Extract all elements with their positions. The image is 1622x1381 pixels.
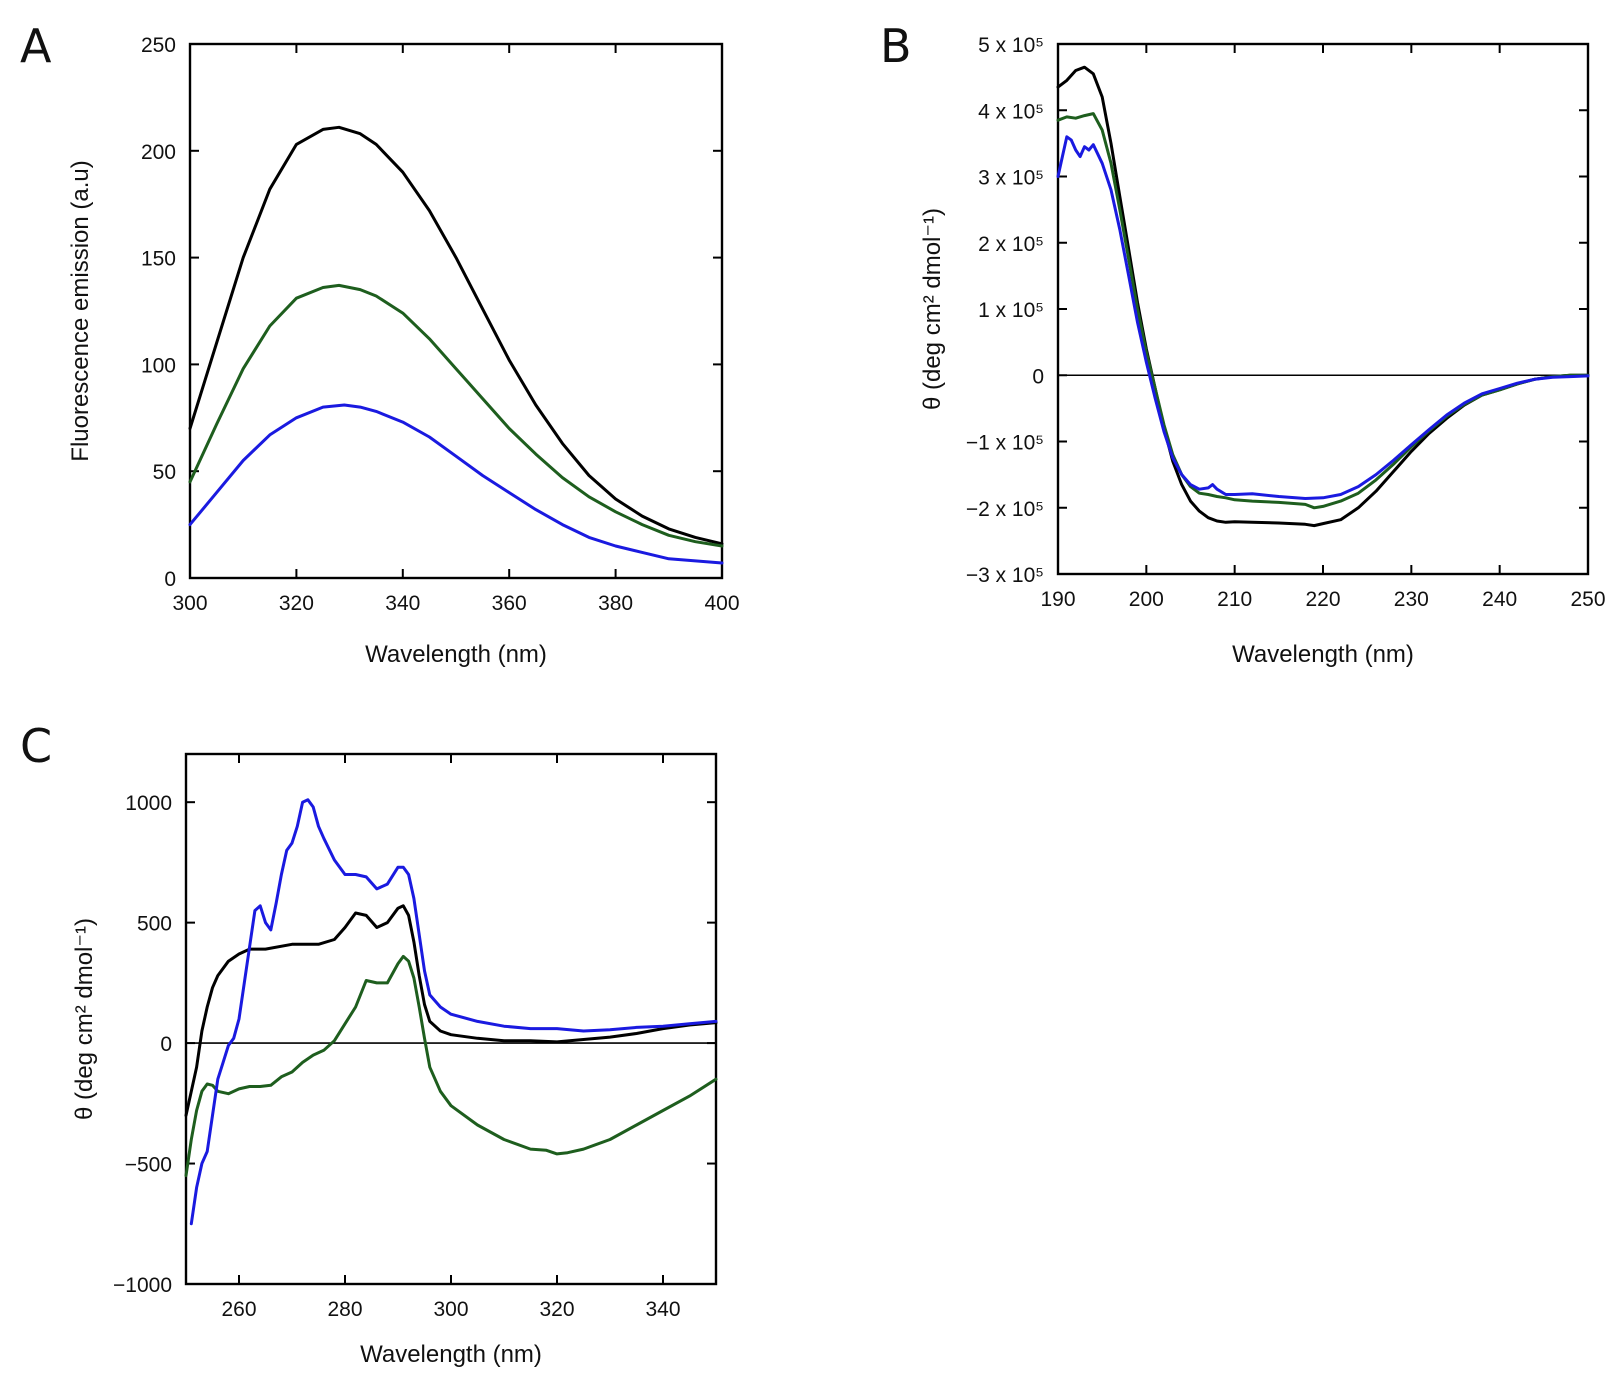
x-tick-label: 260: [221, 1298, 256, 1321]
x-tick-label: 300: [433, 1298, 468, 1321]
x-tick-label: 220: [1305, 588, 1340, 611]
series-line-blue: [1056, 135, 1590, 500]
x-axis-label: Wavelength (nm): [365, 641, 547, 668]
x-tick-label: 340: [645, 1298, 680, 1321]
series-line-black: [184, 904, 718, 1117]
y-axis-label: θ (deg cm² dmol⁻¹): [71, 918, 98, 1120]
series-line-black: [1056, 65, 1590, 528]
x-tick-label: 340: [385, 592, 420, 615]
panel-b: B 190 200 210 220 230 240 250 −3 x 10⁵ −2 x 10⁵ −…: [880, 19, 1606, 668]
y-tick-label: −500: [125, 1154, 172, 1177]
y-tick-label: 4 x 10⁵: [978, 100, 1044, 123]
series-line-green: [184, 954, 718, 1178]
series-line-green: [188, 283, 724, 548]
plot-frame: [184, 752, 718, 1286]
x-tick-label: 300: [172, 592, 207, 615]
series-line-green: [1056, 112, 1590, 510]
x-axis-label: Wavelength (nm): [360, 1341, 542, 1368]
panel-letter-b: B: [880, 19, 912, 73]
y-tick-label: 0: [1032, 365, 1044, 388]
x-tick-label: 210: [1217, 588, 1252, 611]
y-axis-label: Fluorescence emission (a.u): [67, 160, 94, 461]
y-tick-label: 250: [141, 34, 176, 57]
y-tick-label: 2 x 10⁵: [978, 233, 1044, 256]
y-tick-label: 1000: [125, 792, 172, 815]
y-tick-label: −3 x 10⁵: [966, 564, 1044, 587]
y-tick-label: 200: [141, 141, 176, 164]
y-axis-label: θ (deg cm² dmol⁻¹): [919, 208, 946, 410]
y-tick-label: 0: [160, 1033, 172, 1056]
panel-letter-c: C: [20, 719, 52, 773]
panel-c: C 260 280 300 320 340 −1000 −500 0 500 1000 Wavel…: [20, 719, 718, 1368]
y-tick-label: 5 x 10⁵: [978, 34, 1044, 57]
y-tick-label: 3 x 10⁵: [978, 167, 1044, 190]
y-tick-label: 150: [141, 248, 176, 271]
x-tick-label: 380: [598, 592, 633, 615]
x-tick-label: 240: [1482, 588, 1517, 611]
y-tick-label: 0: [164, 568, 176, 591]
x-tick-label: 250: [1570, 588, 1605, 611]
y-tick-label: 500: [137, 913, 172, 936]
y-tick-label: 1 x 10⁵: [978, 299, 1044, 322]
x-tick-label: 230: [1394, 588, 1429, 611]
series-line-black: [188, 125, 724, 546]
x-tick-label: 320: [539, 1298, 574, 1321]
panel-letter-a: A: [20, 19, 52, 73]
x-tick-label: 320: [279, 592, 314, 615]
y-tick-label: 50: [153, 461, 176, 484]
y-tick-label: 100: [141, 354, 176, 377]
series-line-blue: [189, 798, 718, 1226]
x-tick-label: 200: [1129, 588, 1164, 611]
y-tick-label: −1000: [113, 1274, 172, 1297]
x-axis-label: Wavelength (nm): [1232, 641, 1414, 668]
x-tick-label: 190: [1040, 588, 1075, 611]
panel-a: A 300 320 340 360 380 400 0 50 100 150 200 250 Wave…: [20, 19, 740, 668]
plot-frame: [188, 42, 724, 580]
y-tick-label: −1 x 10⁵: [966, 432, 1044, 455]
x-tick-label: 280: [327, 1298, 362, 1321]
y-tick-label: −2 x 10⁵: [966, 498, 1044, 521]
x-tick-label: 400: [704, 592, 739, 615]
x-tick-label: 360: [492, 592, 527, 615]
series-line-blue: [188, 403, 724, 565]
